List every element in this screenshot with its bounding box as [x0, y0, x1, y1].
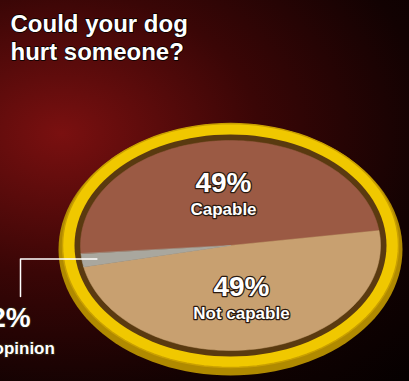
svg-text:Could your doghurt someone?: Could your doghurt someone?	[11, 10, 188, 65]
svg-text:49%: 49%	[213, 271, 269, 302]
svg-text:2%: 2%	[0, 302, 31, 333]
svg-text:Capable: Capable	[190, 200, 256, 219]
svg-text:No opinion: No opinion	[0, 339, 55, 358]
svg-text:49%: 49%	[195, 167, 251, 198]
svg-text:Not capable: Not capable	[193, 304, 289, 323]
